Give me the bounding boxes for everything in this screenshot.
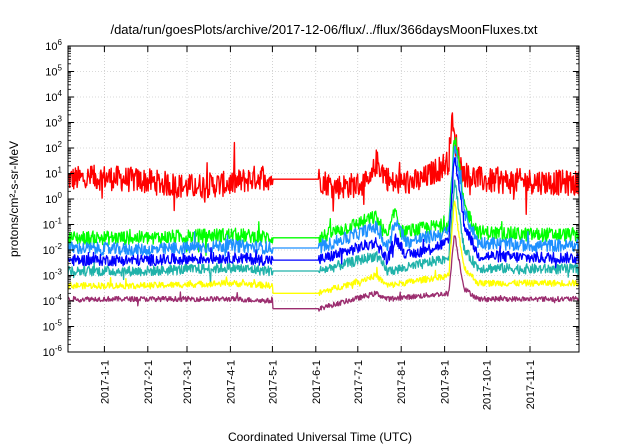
x-tick-label: 2017-4-1 [225,360,237,404]
x-tick-label: 2017-2-1 [143,360,155,404]
series-line [68,136,579,257]
series-line [68,145,579,260]
x-axis-label: Coordinated Universal Time (UTC) [228,430,412,444]
chart-title: /data/run/goesPlots/archive/2017-12-06/f… [110,22,537,37]
x-axis-ticks: 2017-1-1 2017-2-1 2017-3-1 2017-4-1 2017-5-1… [99,46,537,410]
y-tick-label: 105 [45,64,62,79]
series-line [68,200,579,297]
y-tick-label: 10-3 [43,268,63,283]
series-layer [68,112,579,312]
grid [68,46,579,352]
y-axis-label: protons/cm²-s-sr-MeV [7,141,21,257]
y-tick-label: 10-6 [43,344,63,359]
x-tick-label: 2017-3-1 [182,360,194,404]
x-tick-label: 2017-6-1 [311,360,323,404]
x-tick-label: 2017-1-1 [99,360,111,404]
y-tick-label: 100 [45,191,62,206]
series-line [68,235,579,312]
y-axis-ticks: 10-6 10-5 10-4 10-3 10-2 10-1 100 101 102 103 104 1… [43,38,579,359]
y-tick-label: 101 [45,166,62,181]
x-tick-label: 2017-9-1 [440,360,452,404]
x-tick-label: 2017-8-1 [396,360,408,404]
x-tick-label: 2017-5-1 [267,360,279,404]
y-tick-label: 106 [45,38,62,53]
y-tick-label: 10-2 [43,242,63,257]
series-line [68,156,579,270]
series-line [68,112,579,215]
y-tick-label: 10-1 [43,217,63,232]
x-tick-label: 2017-10-1 [482,360,494,410]
y-tick-label: 104 [45,89,62,104]
series-line [68,179,579,285]
x-tick-label: 2017-7-1 [353,360,365,404]
y-tick-label: 102 [45,140,62,155]
y-tick-label: 103 [45,115,62,130]
x-tick-label: 2017-11-1 [525,360,537,409]
y-tick-label: 10-4 [43,293,63,308]
y-tick-label: 10-5 [43,319,63,334]
